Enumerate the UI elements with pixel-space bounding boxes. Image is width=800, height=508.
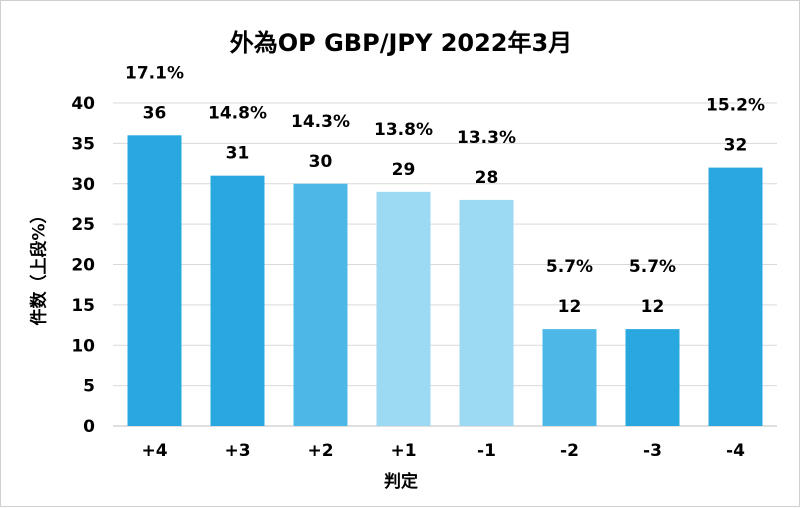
data-label-count: 31 [226, 144, 250, 164]
bar [625, 329, 680, 426]
bar [293, 183, 348, 426]
data-label-count: 12 [641, 297, 665, 317]
data-label-count: 29 [392, 160, 416, 180]
data-label-percent: 15.2% [706, 96, 765, 116]
data-label-count: 36 [143, 103, 167, 123]
data-label-percent: 14.3% [291, 112, 350, 132]
data-label-percent: 14.8% [208, 104, 267, 124]
y-tick-label: 40 [71, 94, 95, 114]
data-label-percent: 5.7% [546, 257, 593, 277]
x-tick-label: +1 [390, 441, 416, 461]
bar [210, 175, 265, 426]
data-label-percent: 13.3% [457, 128, 516, 148]
data-label-count: 12 [558, 297, 582, 317]
x-tick-label: -3 [643, 441, 662, 461]
y-tick-label: 15 [71, 296, 95, 316]
y-tick-label: 35 [71, 134, 95, 154]
x-tick-label: -2 [560, 441, 579, 461]
x-tick-label: -1 [477, 441, 496, 461]
y-tick-label: 30 [71, 175, 95, 195]
data-label-percent: 13.8% [374, 120, 433, 140]
x-tick-label: +4 [141, 441, 167, 461]
y-tick-label: 10 [71, 336, 95, 356]
data-label-percent: 5.7% [629, 257, 676, 277]
data-label-count: 32 [724, 136, 748, 156]
x-tick-label: +2 [307, 441, 333, 461]
y-tick-label: 25 [71, 215, 95, 235]
bar [708, 167, 763, 426]
bar [542, 329, 597, 426]
data-label-count: 30 [309, 152, 333, 172]
x-tick-label: +3 [224, 441, 250, 461]
y-tick-label: 5 [83, 377, 95, 397]
y-tick-label: 20 [71, 256, 95, 276]
bar [459, 199, 514, 426]
y-tick-label: 0 [83, 417, 95, 437]
chart-title: 外為OP GBP/JPY 2022年3月 [229, 29, 573, 57]
data-label-count: 28 [475, 168, 499, 188]
data-label-percent: 17.1% [125, 63, 184, 83]
x-tick-label: -4 [726, 441, 745, 461]
x-axis-label: 判定 [384, 472, 418, 492]
bar [376, 191, 431, 426]
bar [127, 135, 182, 427]
